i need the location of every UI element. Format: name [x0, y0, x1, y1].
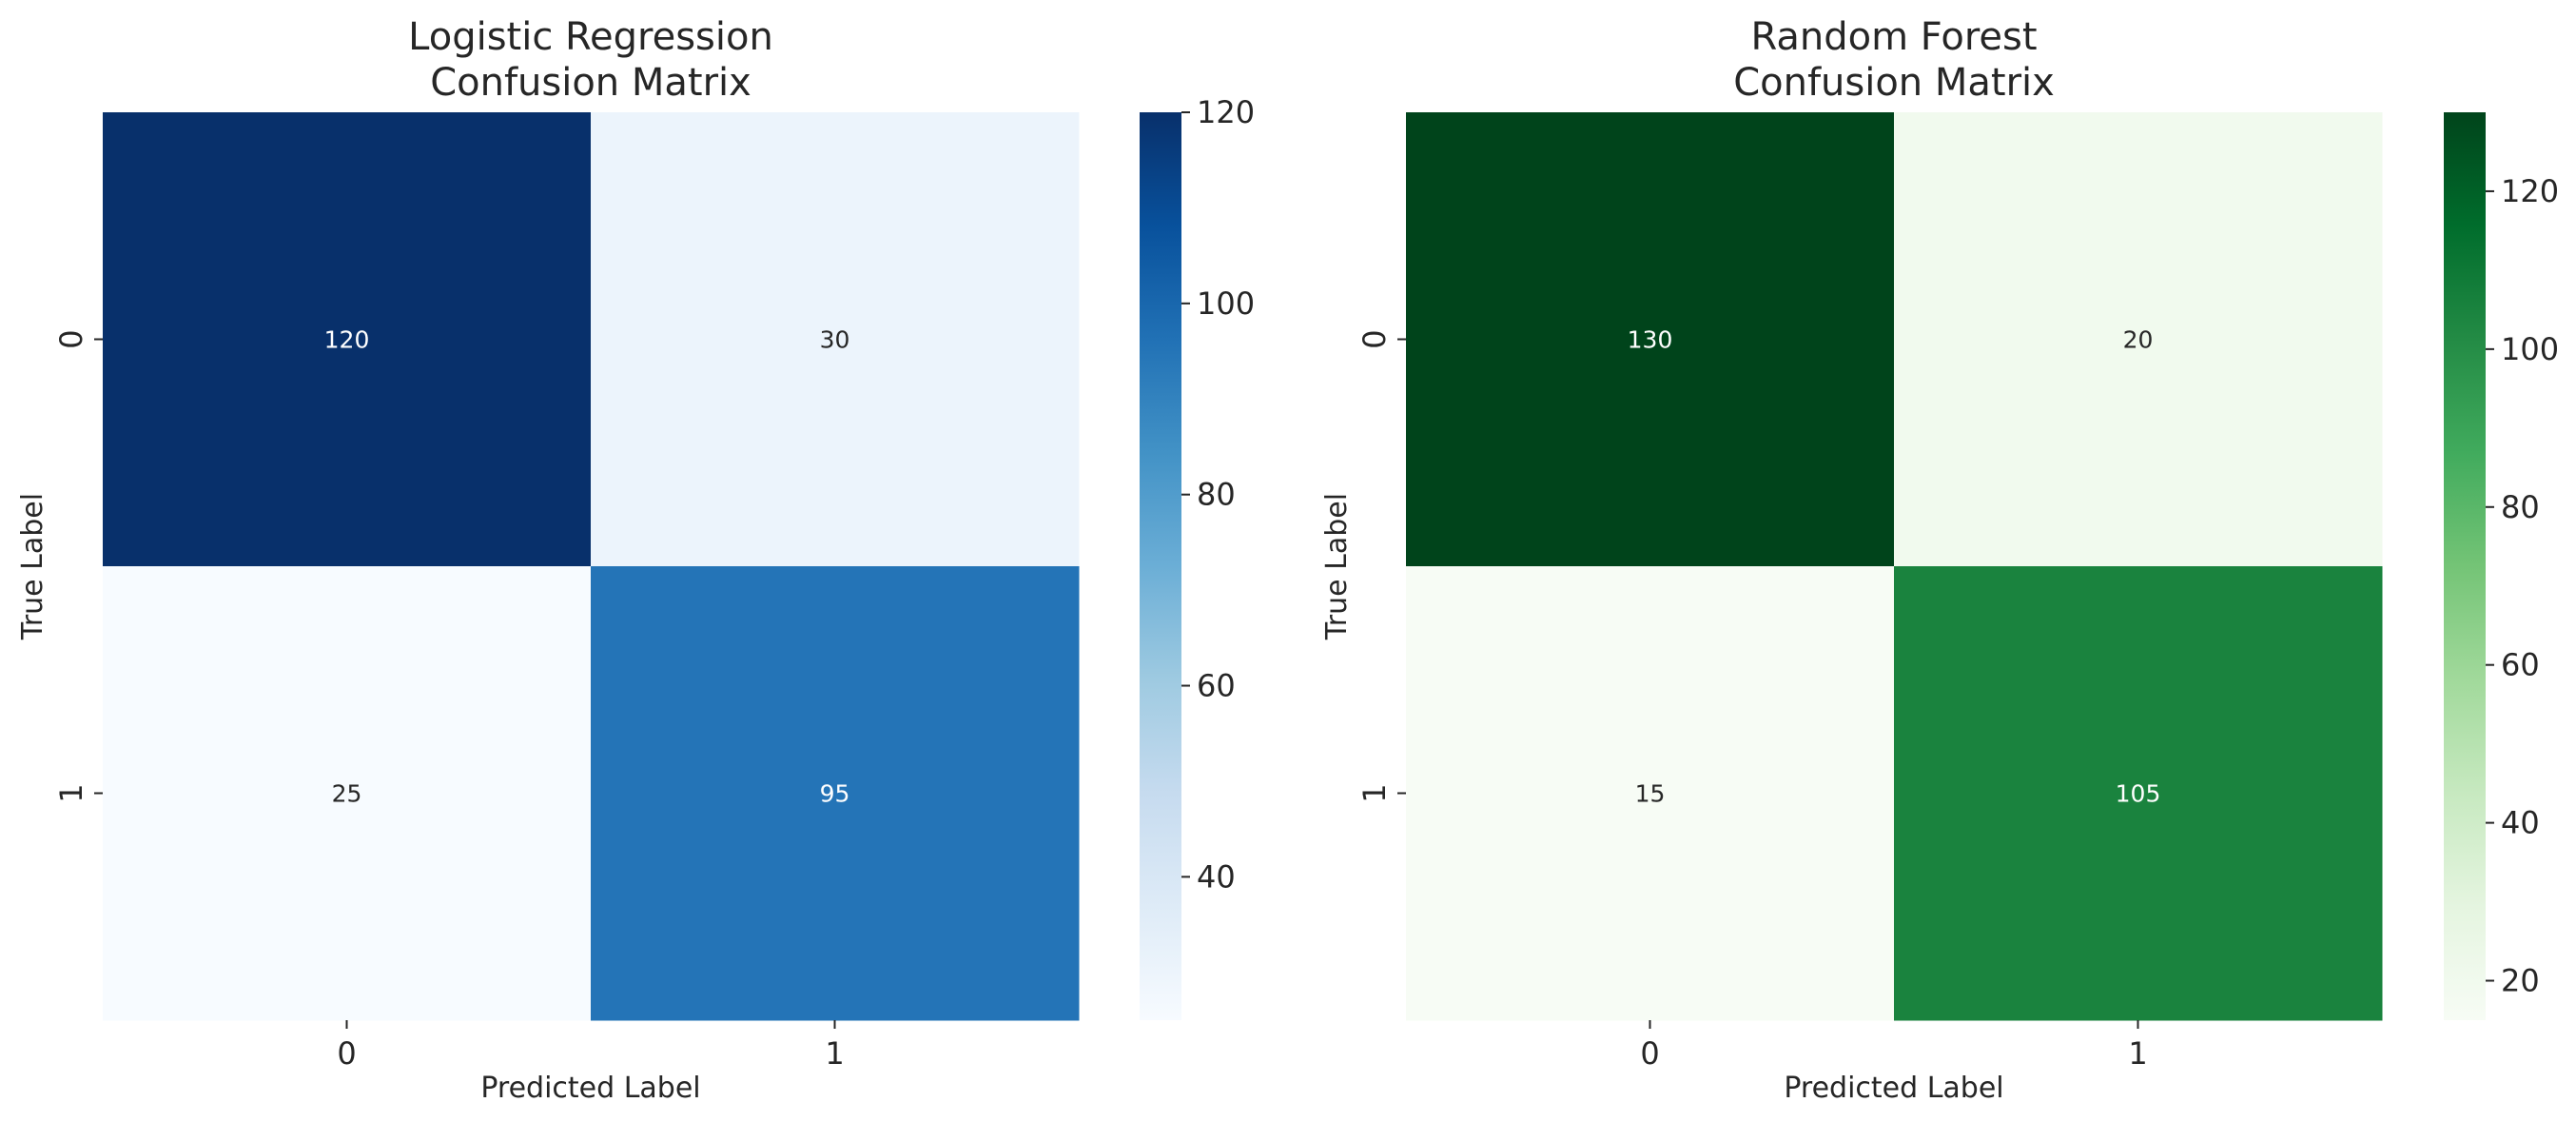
cell-value-label: 105 [2116, 780, 2161, 808]
colorbar-tick-label: 100 [2501, 331, 2559, 367]
colorbar-tick-label: 40 [2501, 805, 2540, 841]
y-tick-label: 1 [1356, 783, 1393, 802]
heatmap-cell [1406, 112, 1895, 567]
heatmap-cell [103, 112, 592, 567]
colorbar-tick-label: 40 [1197, 858, 1236, 895]
colorbar-tick-label: 60 [1197, 668, 1236, 704]
colorbar-tick-label: 120 [1197, 94, 1255, 130]
colorbar [1140, 112, 1181, 1020]
heatmap-panel-1: Random Forest Confusion Matrix 130 20 15 105 0… [1320, 15, 2559, 1105]
y-axis-label: True Label [16, 493, 49, 640]
colorbar-tick-label: 120 [2501, 173, 2559, 209]
colorbar-tick-label: 20 [2501, 963, 2540, 999]
chart-title: Logistic Regression Confusion Matrix [408, 15, 773, 105]
cell-value-label: 25 [332, 780, 362, 808]
x-tick-label: 1 [825, 1035, 844, 1072]
x-tick-label: 0 [1640, 1035, 1659, 1072]
cell-value-label: 95 [820, 780, 850, 808]
y-tick-label: 1 [53, 783, 89, 802]
x-axis-label: Predicted Label [1784, 1072, 2003, 1105]
heatmap-panel-0: Logistic Regression Confusion Matrix 120 30… [16, 15, 1255, 1105]
cell-value-label: 130 [1628, 326, 1673, 354]
cell-value-label: 15 [1635, 780, 1666, 808]
colorbar-tick-label: 100 [1197, 285, 1255, 322]
chart-title: Random Forest Confusion Matrix [1733, 15, 2055, 105]
x-tick-label: 1 [2128, 1035, 2147, 1072]
heatmap-cell [1894, 112, 2383, 567]
heatmap-cell [1406, 566, 1895, 1021]
heatmap-cell [591, 112, 1080, 567]
colorbar-tick-label: 80 [2501, 489, 2540, 525]
colorbar-tick-label: 80 [1197, 477, 1236, 513]
cell-value-label: 30 [820, 326, 850, 354]
heatmap-cell [103, 566, 592, 1021]
cell-value-label: 120 [324, 326, 370, 354]
y-tick-label: 0 [53, 329, 89, 348]
cell-value-label: 20 [2123, 326, 2154, 354]
heatmap-cell [1894, 566, 2383, 1021]
colorbar [2444, 112, 2486, 1020]
x-axis-label: Predicted Label [480, 1072, 700, 1105]
heatmap-cell [591, 566, 1080, 1021]
x-tick-label: 0 [337, 1035, 356, 1072]
colorbar-tick-label: 60 [2501, 647, 2540, 683]
y-axis-label: True Label [1320, 493, 1354, 640]
y-tick-label: 0 [1356, 329, 1393, 348]
